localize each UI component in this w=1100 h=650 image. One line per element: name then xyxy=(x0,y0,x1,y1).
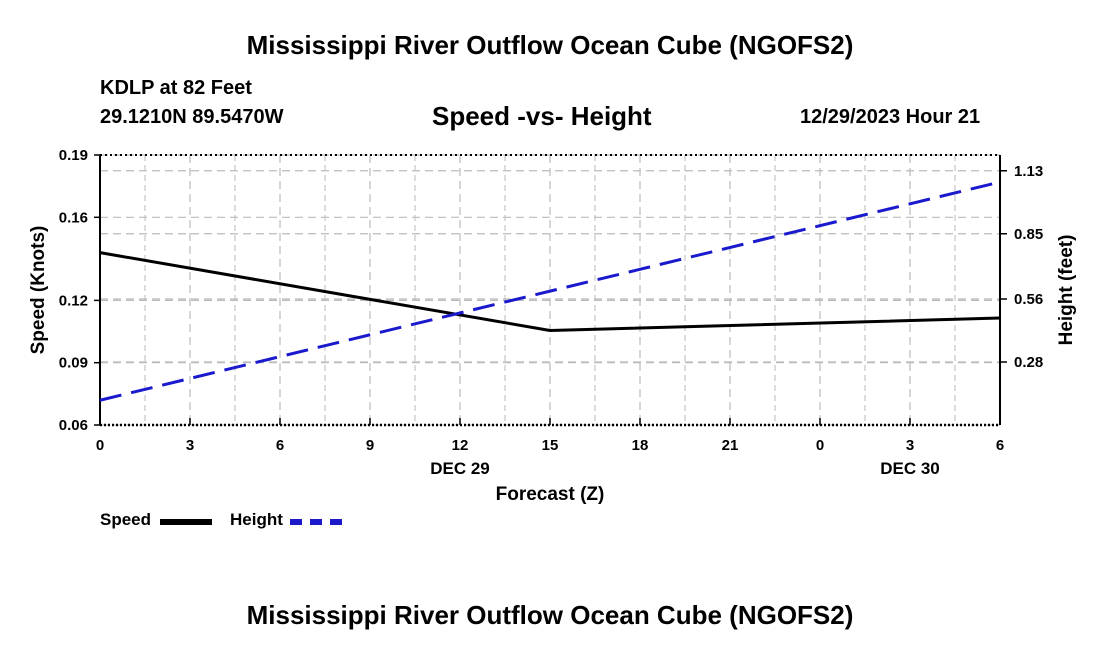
x-tick-label: 9 xyxy=(366,437,374,454)
y2-tick-label: 0.28 xyxy=(1014,354,1043,371)
station-label: KDLP at 82 Feet xyxy=(100,77,252,99)
x-tick-label: 0 xyxy=(96,437,104,454)
legend-height-label: Height xyxy=(230,510,283,529)
x-date-label: DEC 29 xyxy=(430,459,490,478)
y2-tick-label: 0.56 xyxy=(1014,291,1043,308)
coordinates-label: 29.1210N 89.5470W xyxy=(100,106,284,128)
series-height-line xyxy=(99,180,1001,402)
x-tick-label: 15 xyxy=(542,437,559,454)
y2-tick-label: 0.85 xyxy=(1014,226,1043,243)
y2-axis-title: Height (feet) xyxy=(1056,235,1077,346)
y-axis-title: Speed (Knots) xyxy=(28,226,49,355)
y-tick-label: 0.12 xyxy=(59,292,88,309)
x-tick-label: 21 xyxy=(722,437,739,454)
legend-speed-swatch xyxy=(160,519,212,525)
y-tick-label: 0.06 xyxy=(59,417,88,434)
footer-title: Mississippi River Outflow Ocean Cube (NG… xyxy=(246,600,854,630)
y-tick-label: 0.16 xyxy=(59,209,88,226)
x-tick-label: 3 xyxy=(186,437,194,454)
x-tick-label: 6 xyxy=(996,437,1004,454)
x-axis-title: Forecast (Z) xyxy=(496,484,605,505)
chart-title: Mississippi River Outflow Ocean Cube (NG… xyxy=(246,30,854,60)
legend-speed-label: Speed xyxy=(100,510,152,529)
x-tick-label: 18 xyxy=(632,437,649,454)
chart-subtitle: Speed -vs- Height xyxy=(432,101,652,131)
y2-tick-label: 1.13 xyxy=(1014,163,1043,180)
legend-height-swatch xyxy=(290,519,342,525)
x-tick-label: 6 xyxy=(276,437,284,454)
series-speed-line xyxy=(99,251,1001,332)
x-tick-label: 12 xyxy=(452,437,469,454)
x-tick-label: 0 xyxy=(816,437,824,454)
y-tick-label: 0.09 xyxy=(59,355,88,372)
forecast-datetime: 12/29/2023 Hour 21 xyxy=(800,106,981,128)
x-date-label: DEC 30 xyxy=(880,459,940,478)
x-tick-label: 3 xyxy=(906,437,914,454)
y-tick-label: 0.19 xyxy=(59,147,88,164)
